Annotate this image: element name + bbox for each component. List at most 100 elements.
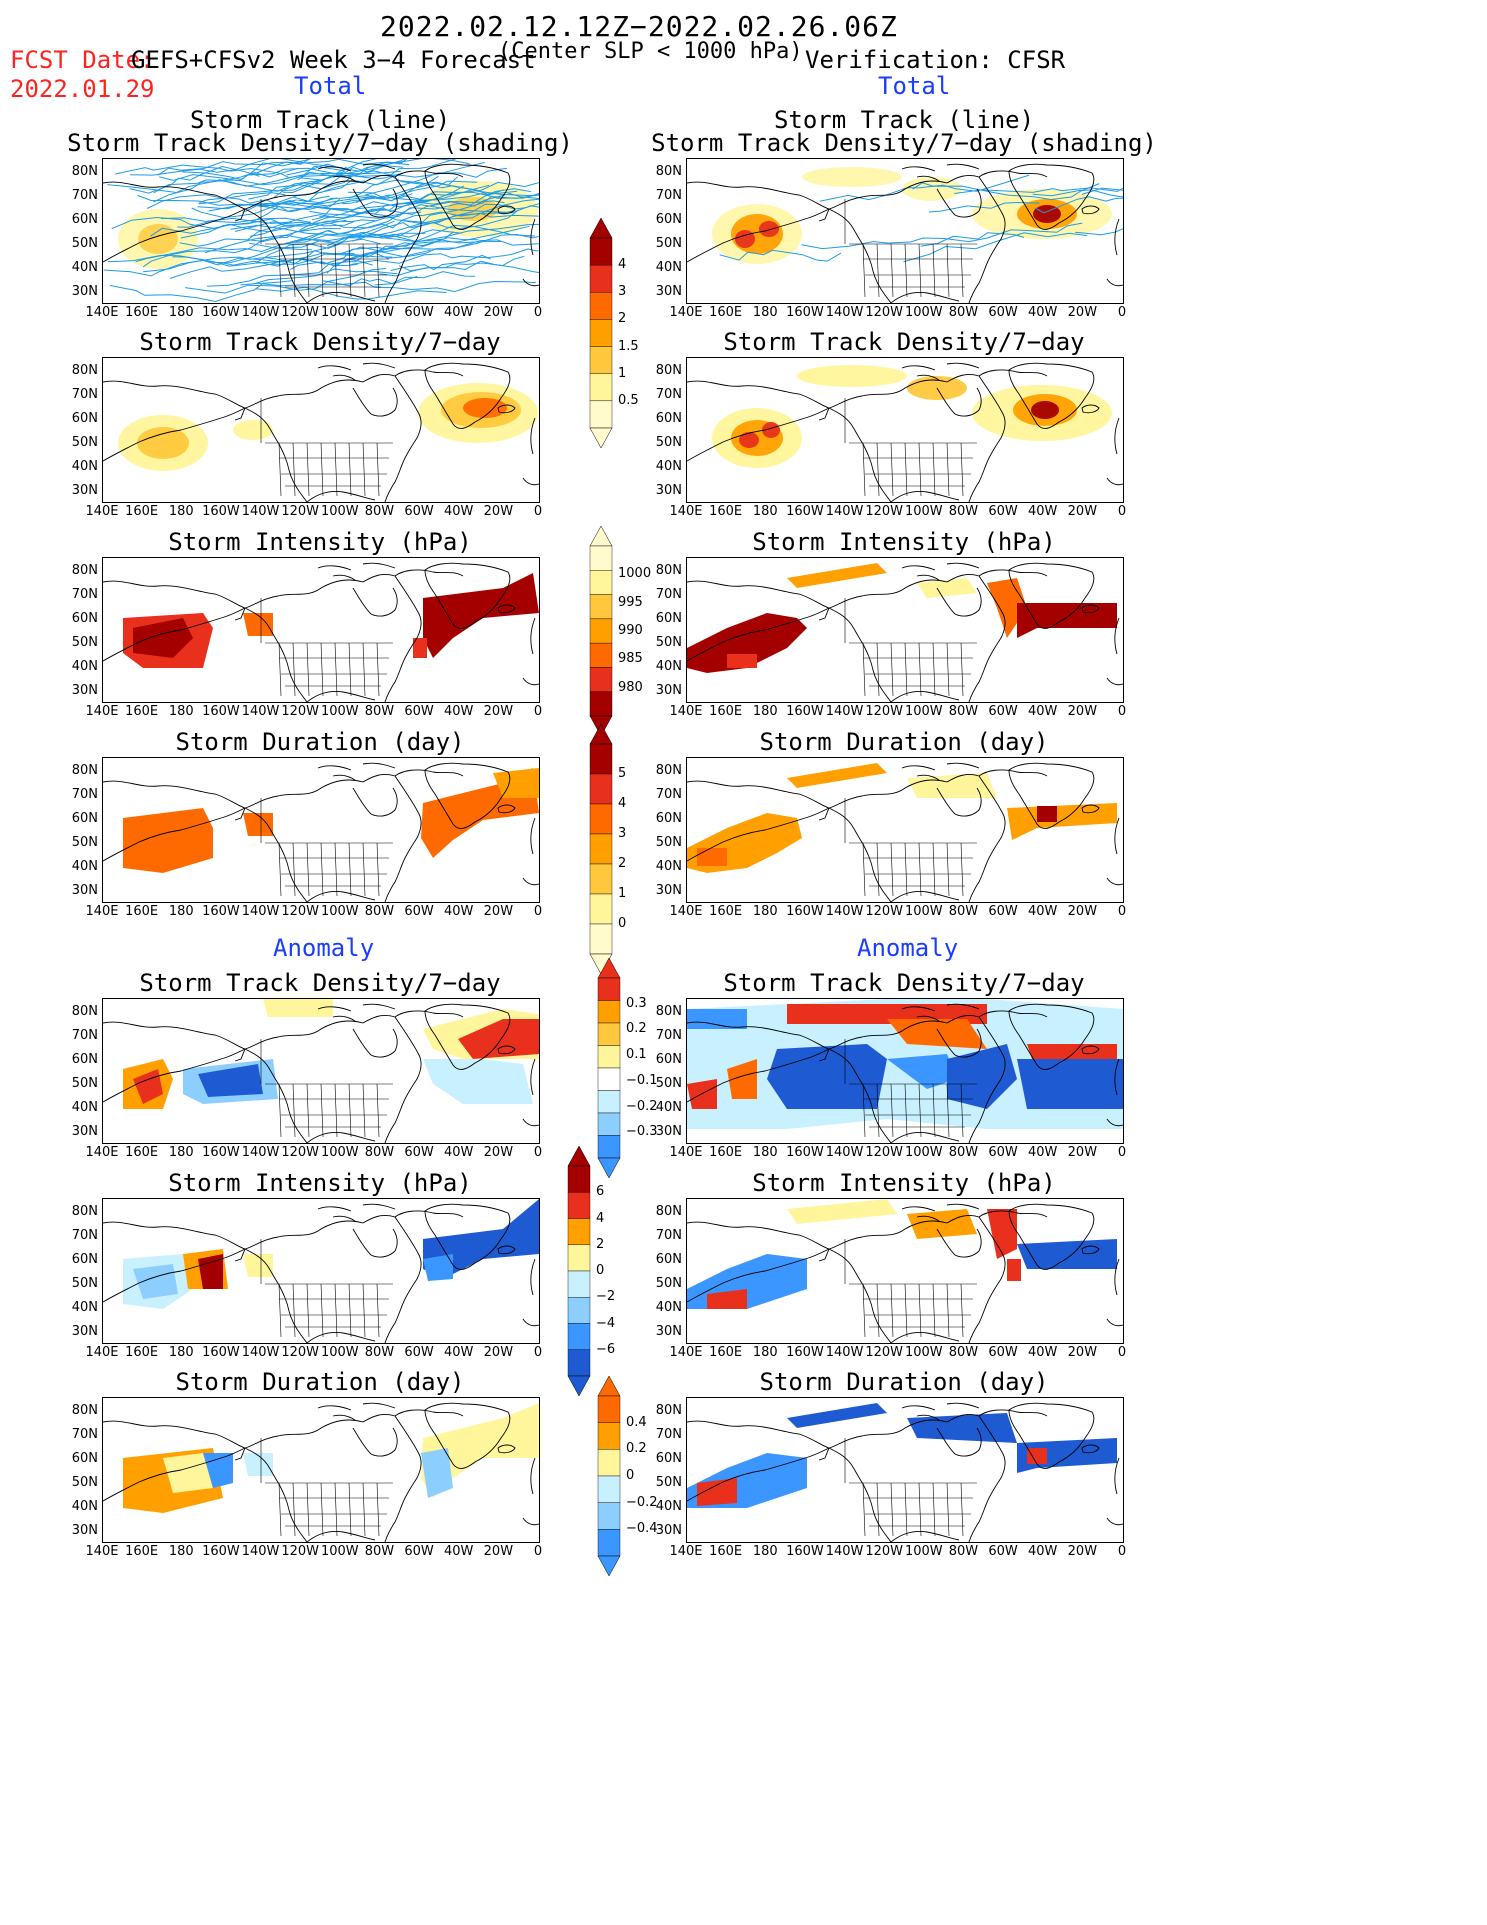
lon-tick-label: 40W	[444, 1345, 474, 1360]
shaded-area	[697, 1478, 737, 1506]
coastline-map	[687, 1203, 1123, 1343]
coastline-map	[687, 163, 1123, 303]
lon-tick-label: 140W	[241, 1145, 280, 1160]
lat-tick-label: 70N	[655, 1427, 682, 1442]
lon-tick-label: 0	[1117, 1345, 1127, 1360]
lat-tick-label: 80N	[655, 164, 682, 179]
shaded-area	[458, 1019, 539, 1059]
panel-title-track-shading-right: Storm Track Density/7−day (shading)	[651, 129, 1157, 157]
lon-tick-label: 140W	[241, 504, 280, 519]
lat-tick-label: 50N	[655, 835, 682, 850]
lat-tick-label: 70N	[655, 1228, 682, 1243]
colorbar-label: 990	[618, 623, 643, 638]
colorbar-swatch	[589, 833, 613, 865]
lon-tick-label: 180	[168, 1145, 194, 1160]
density-shading	[797, 365, 907, 387]
density-shading	[137, 427, 189, 459]
lon-tick-label: 160E	[125, 904, 159, 919]
lat-tick-label: 80N	[71, 1204, 98, 1219]
colorbar-label: 2	[618, 311, 627, 327]
colorbar-intensity-total	[589, 526, 613, 736]
colorbar-swatch	[589, 923, 613, 955]
map-anom-density-left	[102, 998, 540, 1144]
colorbar-arrow-bottom	[597, 1555, 621, 1576]
lon-tick-label: 160W	[786, 704, 824, 719]
lon-tick-label: 40W	[1028, 1345, 1058, 1360]
colorbar-label: 1	[618, 365, 627, 381]
lon-tick-label: 0	[533, 1145, 543, 1160]
colorbar-swatch	[589, 803, 613, 835]
lon-tick-label: 0	[533, 704, 543, 719]
map-duration-right	[686, 757, 1124, 903]
lat-tick-label: 80N	[71, 1004, 98, 1019]
coastline-map	[103, 1402, 539, 1542]
lon-tick-label: 60W	[988, 1544, 1018, 1559]
criterion-label: (Center SLP < 1000 hPa)	[498, 39, 803, 64]
colorbar-label: 0.4	[626, 1414, 647, 1430]
lat-tick-label: 40N	[71, 1300, 98, 1315]
lon-tick-label: 80W	[948, 1345, 979, 1360]
colorbar-swatch	[567, 1165, 591, 1193]
colorbar-arrow-top	[597, 1376, 621, 1397]
lat-tick-label: 60N	[655, 811, 682, 826]
colorbar-swatch	[589, 863, 613, 895]
lon-tick-label: 180	[752, 704, 778, 719]
lon-tick-label: 160W	[786, 1544, 824, 1559]
lon-tick-label: 100W	[320, 305, 359, 320]
shaded-area	[198, 1064, 263, 1097]
lat-tick-label: 30N	[71, 1124, 98, 1139]
lon-tick-label: 80W	[364, 504, 395, 519]
shaded-area	[133, 1264, 178, 1299]
shaded-area	[133, 618, 193, 658]
lon-tick-label: 60W	[988, 1145, 1018, 1160]
lat-tick-label: 60N	[655, 1052, 682, 1067]
lon-tick-label: 140E	[85, 305, 119, 320]
map-anom-duration-left	[102, 1397, 540, 1543]
lat-tick-label: 60N	[655, 212, 682, 227]
lat-tick-label: 80N	[71, 164, 98, 179]
lat-tick-label: 30N	[71, 483, 98, 498]
lon-tick-label: 180	[752, 1345, 778, 1360]
lat-tick-label: 40N	[655, 1100, 682, 1115]
shaded-cell	[727, 654, 757, 668]
density-shading	[739, 432, 759, 448]
lon-tick-label: 160W	[202, 1345, 240, 1360]
lon-tick-label: 140W	[241, 1544, 280, 1559]
colorbar-swatch	[597, 1475, 621, 1503]
lon-tick-label: 120W	[281, 305, 320, 320]
colorbar-swatch	[597, 1022, 621, 1046]
colorbar-swatch	[567, 1297, 591, 1324]
lat-tick-label: 30N	[71, 1324, 98, 1339]
lat-tick-label: 80N	[71, 763, 98, 778]
lon-tick-label: 180	[752, 904, 778, 919]
lat-tick-label: 30N	[655, 883, 682, 898]
lon-tick-label: 40W	[444, 1544, 474, 1559]
colorbar-label: −0.2	[626, 1494, 658, 1510]
lon-tick-label: 160W	[786, 504, 824, 519]
lon-tick-label: 140W	[825, 1345, 864, 1360]
colorbar-swatch	[589, 667, 613, 692]
map-density-left	[102, 357, 540, 503]
shaded-cell	[1027, 1448, 1047, 1464]
lon-tick-label: 160W	[786, 904, 824, 919]
shaded-area	[243, 1453, 273, 1476]
lon-tick-label: 160E	[709, 1544, 743, 1559]
lon-tick-label: 40W	[1028, 504, 1058, 519]
lon-tick-label: 100W	[904, 904, 943, 919]
lon-tick-label: 140E	[85, 1544, 119, 1559]
lon-tick-label: 140E	[85, 504, 119, 519]
shaded-area	[787, 763, 887, 788]
colorbar-label: 3	[618, 826, 627, 841]
lat-tick-label: 80N	[655, 1204, 682, 1219]
shaded-cell	[1037, 806, 1057, 822]
colorbar-label: 2	[596, 1236, 605, 1252]
colorbar-swatch	[567, 1270, 591, 1298]
lon-tick-label: 20W	[483, 1145, 514, 1160]
lon-tick-label: 60W	[404, 704, 434, 719]
lon-tick-label: 80W	[364, 1145, 395, 1160]
verification-label: Verification: CFSR	[805, 46, 1066, 74]
lat-tick-label: 40N	[71, 459, 98, 474]
shaded-area	[727, 1059, 757, 1099]
panel-title-anom-density-right: Storm Track Density/7−day	[723, 969, 1085, 997]
lat-tick-label: 80N	[655, 1403, 682, 1418]
